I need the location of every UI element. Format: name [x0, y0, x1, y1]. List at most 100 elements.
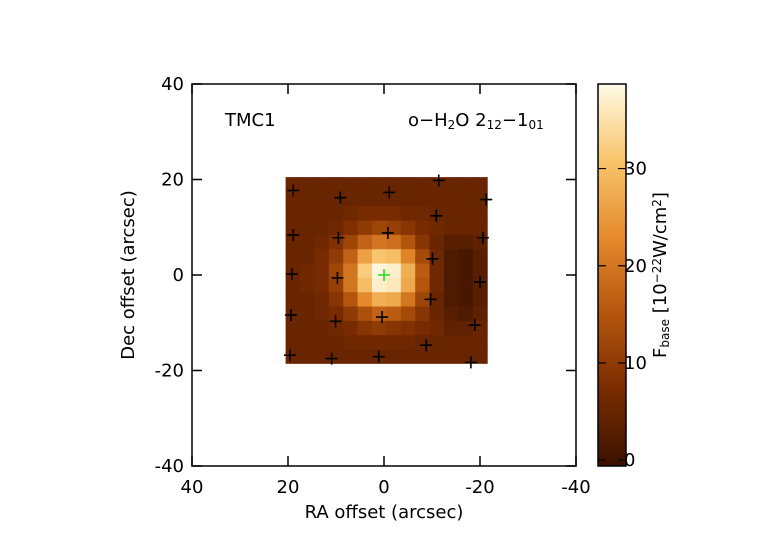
marker: [334, 191, 347, 204]
annotation: TMC1: [224, 110, 276, 131]
heatmap-cell: [300, 291, 315, 307]
heatmap-cell: [372, 248, 387, 264]
colorbar-label-part: F: [650, 348, 671, 358]
heatmap-cell: [400, 277, 416, 293]
heatmap-cell: [386, 291, 402, 307]
y-tick-label: 20: [161, 170, 184, 191]
heatmap-cell: [343, 191, 359, 207]
heatmap-cell: [429, 320, 445, 336]
annotation-part: TMC1: [224, 110, 276, 131]
heatmap-cell: [357, 277, 373, 293]
heatmap-cell: [357, 248, 373, 264]
heatmap-cell: [386, 248, 402, 264]
heatmap-cell: [400, 334, 416, 350]
marker: [464, 356, 477, 369]
heatmap-cell: [314, 248, 330, 264]
heatmap-cell: [458, 263, 474, 278]
heatmap-cell: [415, 334, 431, 350]
y-tick-label: 0: [173, 265, 184, 286]
heatmap-cell: [386, 320, 402, 336]
heatmap-cell: [300, 349, 315, 364]
heatmap-cell: [472, 220, 488, 235]
heatmap-cell: [343, 234, 359, 250]
annotation-part: 01: [528, 118, 543, 132]
marker: [372, 350, 385, 363]
heatmap-cell: [400, 234, 416, 250]
heatmap-cell: [472, 248, 488, 264]
heatmap-cell: [372, 263, 387, 278]
heatmap-cell: [415, 248, 431, 264]
heatmap-cell: [285, 277, 301, 293]
y-axis-label: Dec offset (arcsec): [118, 190, 139, 360]
heatmap-cell: [386, 220, 402, 235]
heatmap-cell: [429, 234, 445, 250]
heatmap-cell: [386, 205, 402, 221]
heatmap-cell: [343, 263, 359, 278]
heatmap-cell: [429, 306, 445, 321]
marker: [285, 268, 298, 281]
heatmap-cell: [472, 349, 488, 364]
heatmap-cell: [444, 334, 459, 350]
heatmap-cell: [328, 263, 344, 278]
marker: [474, 276, 486, 289]
heatmap-cell: [357, 205, 373, 221]
heatmap-cell: [328, 306, 344, 321]
heatmap-cell: [357, 191, 373, 207]
marker: [332, 231, 345, 244]
marker: [329, 315, 342, 328]
annotation-part: 12: [487, 118, 502, 132]
heatmap-cell: [314, 334, 330, 350]
heatmap-cell: [444, 248, 459, 264]
heatmap-cell: [343, 220, 359, 235]
heatmap-cell: [458, 205, 474, 221]
annotation-part: O 2: [455, 110, 486, 131]
heatmap-cell: [386, 277, 402, 293]
marker: [325, 352, 338, 365]
marker: [283, 349, 296, 362]
heatmap-cell: [314, 349, 330, 364]
heatmap-cell: [415, 205, 431, 221]
heatmap-cell: [300, 248, 315, 264]
heatmap-cell: [300, 205, 315, 221]
heatmap-cell: [444, 234, 459, 250]
heatmap-cell: [285, 320, 301, 336]
heatmap-cell: [429, 263, 445, 278]
heatmap-cell: [458, 191, 474, 207]
heatmap-cell: [472, 306, 488, 321]
heatmap-cell: [300, 306, 315, 321]
heatmap-cell: [429, 248, 445, 264]
marker: [331, 271, 344, 284]
heatmap-cell: [300, 334, 315, 350]
heatmap-cell: [300, 191, 315, 207]
heatmap-cell: [300, 320, 315, 336]
heatmap-cell: [328, 320, 344, 336]
heatmap-cell: [386, 191, 402, 207]
heatmap-cell: [300, 263, 315, 278]
heatmap-cell: [285, 263, 301, 278]
annotation-part: −1: [502, 110, 529, 131]
heatmap-cell: [300, 220, 315, 235]
heatmap-cell: [343, 306, 359, 321]
heatmap-cell: [458, 320, 474, 336]
heatmap-cell: [285, 349, 301, 364]
heatmap-cell: [415, 234, 431, 250]
heatmap-cell: [343, 334, 359, 350]
marker: [287, 228, 300, 241]
heatmap-cell: [372, 191, 387, 207]
heatmap-cell: [357, 220, 373, 235]
heatmap-cell: [285, 205, 301, 221]
heatmap-cell: [300, 177, 315, 192]
heatmap-cell: [314, 291, 330, 307]
heatmap-cell: [386, 234, 402, 250]
colorbar-tick-label: 30: [624, 159, 647, 180]
heatmap-cell: [429, 277, 445, 293]
colorbar-label-part: −22: [650, 258, 664, 283]
x-tick-label: 40: [181, 477, 204, 498]
colorbar: [597, 83, 627, 467]
heatmap-cell: [328, 177, 344, 192]
marker: [432, 174, 445, 187]
heatmap-cell: [415, 220, 431, 235]
heatmap-cell: [415, 263, 431, 278]
heatmap-cell: [400, 205, 416, 221]
